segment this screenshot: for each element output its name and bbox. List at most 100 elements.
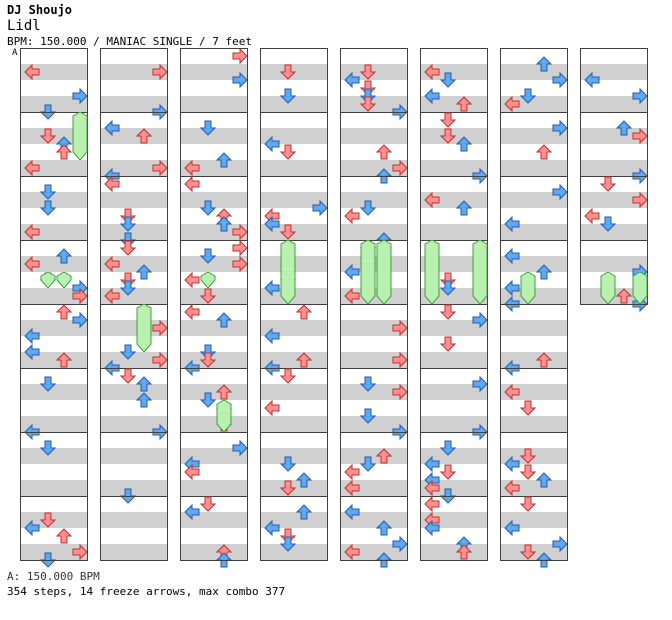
column-border [420, 48, 488, 561]
step-arrow-left [104, 255, 120, 273]
freeze-arrow [472, 239, 488, 308]
beat-stripe [421, 320, 487, 336]
chart-column [180, 47, 248, 568]
beat-stripe [261, 384, 327, 400]
beat-stripe [421, 224, 487, 240]
step-arrow-right [472, 311, 488, 329]
beat-stripe [341, 544, 407, 560]
step-arrow-left [184, 503, 200, 521]
beat-stripe [101, 256, 167, 272]
step-arrow-down [199, 248, 217, 264]
beat-stripe [101, 192, 167, 208]
freeze-arrow [40, 271, 56, 292]
step-arrow-down [279, 144, 297, 160]
step-arrow-up [215, 152, 233, 168]
measure-line [420, 112, 488, 113]
step-arrow-down [279, 480, 297, 496]
beat-stripe [181, 448, 247, 464]
beat-stripe [21, 192, 87, 208]
chart-column [260, 48, 328, 561]
measure-line [580, 112, 648, 113]
beat-stripe [181, 160, 247, 176]
step-arrow-down [519, 464, 537, 480]
step-arrow-down [199, 392, 217, 408]
step-arrow-left [424, 479, 440, 497]
beat-stripe [101, 352, 167, 368]
step-arrow-up [455, 96, 473, 112]
beat-stripe [501, 416, 567, 432]
step-arrow-right [552, 71, 568, 89]
step-arrow-right [312, 199, 328, 217]
beat-stripe [501, 160, 567, 176]
step-arrow-down [279, 536, 297, 552]
beat-stripe [21, 352, 87, 368]
beat-stripe [501, 128, 567, 144]
beat-stripe [101, 448, 167, 464]
step-arrow-left [184, 271, 200, 289]
measure-line [500, 240, 568, 241]
step-arrow-up [135, 392, 153, 408]
column-border [100, 48, 168, 561]
step-arrow-right [152, 319, 168, 337]
step-arrow-left [504, 95, 520, 113]
measure-line [340, 304, 408, 305]
step-arrow-left [104, 175, 120, 193]
step-arrow-right [232, 239, 248, 257]
step-arrow-down [519, 496, 537, 512]
column-border [180, 48, 248, 561]
beat-stripe [421, 544, 487, 560]
step-arrow-up [215, 384, 233, 400]
step-arrow-down [359, 376, 377, 392]
step-arrow-left [584, 71, 600, 89]
measure-line [180, 496, 248, 497]
measure-line [580, 240, 648, 241]
step-arrow-down [439, 440, 457, 456]
step-arrow-down [439, 336, 457, 352]
step-arrow-up [55, 304, 73, 320]
step-arrow-left [424, 495, 440, 513]
chart-column [100, 48, 168, 561]
step-arrow-right [552, 183, 568, 201]
step-arrow-up [135, 376, 153, 392]
measure-line [180, 368, 248, 369]
freeze-arrow [136, 303, 152, 356]
step-arrow-up [455, 200, 473, 216]
beat-stripe [501, 352, 567, 368]
beat-stripe [21, 320, 87, 336]
step-arrow-up [535, 144, 553, 160]
beat-stripe [21, 544, 87, 560]
beat-stripe [261, 128, 327, 144]
beat-stripe [181, 96, 247, 112]
step-arrow-up [295, 472, 313, 488]
step-arrow-left [504, 247, 520, 265]
step-arrow-down [279, 224, 297, 240]
measure-line [180, 240, 248, 241]
bpm-summary: A: 150.000 BPM [7, 570, 100, 583]
beat-stripe [21, 416, 87, 432]
beat-stripe [581, 160, 647, 176]
measure-line [100, 368, 168, 369]
step-arrow-down [599, 176, 617, 192]
beat-stripe [21, 224, 87, 240]
step-arrow-down [519, 448, 537, 464]
step-arrow-right [232, 223, 248, 241]
beat-stripe [501, 384, 567, 400]
measure-line [260, 368, 328, 369]
step-arrow-down [519, 544, 537, 560]
step-arrow-down [199, 352, 217, 368]
step-arrow-down [599, 216, 617, 232]
measure-line [260, 240, 328, 241]
step-arrow-left [184, 303, 200, 321]
step-arrow-left [184, 159, 200, 177]
step-arrow-left [264, 279, 280, 297]
beat-stripe [501, 64, 567, 80]
measure-line [500, 304, 568, 305]
step-arrow-left [504, 215, 520, 233]
column-border [580, 48, 648, 305]
beat-stripe [581, 192, 647, 208]
step-arrow-down [519, 88, 537, 104]
step-arrow-down [39, 376, 57, 392]
step-arrow-left [104, 119, 120, 137]
step-arrow-left [424, 455, 440, 473]
freeze-arrow [56, 271, 72, 292]
